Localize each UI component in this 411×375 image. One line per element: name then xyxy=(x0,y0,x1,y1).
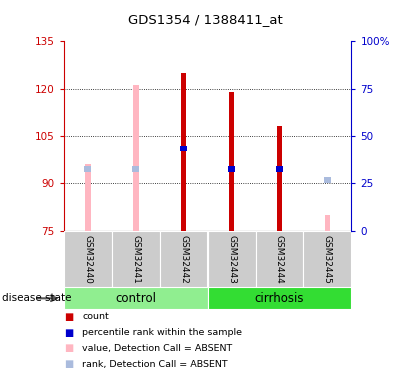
Text: rank, Detection Call = ABSENT: rank, Detection Call = ABSENT xyxy=(82,360,228,369)
Bar xyxy=(228,166,235,172)
Bar xyxy=(180,146,187,152)
Text: GSM32440: GSM32440 xyxy=(83,235,92,284)
Bar xyxy=(256,231,303,287)
Bar xyxy=(303,231,351,287)
Bar xyxy=(85,164,90,231)
Text: ■: ■ xyxy=(64,344,73,353)
Text: GSM32442: GSM32442 xyxy=(179,235,188,284)
Bar xyxy=(133,86,139,231)
Text: control: control xyxy=(115,292,156,304)
Text: GDS1354 / 1388411_at: GDS1354 / 1388411_at xyxy=(128,13,283,26)
Bar xyxy=(324,177,331,183)
Bar xyxy=(112,231,159,287)
Bar xyxy=(132,166,139,172)
Bar xyxy=(276,166,283,172)
Text: GSM32444: GSM32444 xyxy=(275,235,284,284)
Bar xyxy=(277,126,282,231)
Bar xyxy=(208,231,256,287)
Text: GSM32443: GSM32443 xyxy=(227,235,236,284)
Text: GSM32441: GSM32441 xyxy=(131,235,140,284)
Text: count: count xyxy=(82,312,109,321)
Text: ■: ■ xyxy=(64,312,73,322)
Text: percentile rank within the sample: percentile rank within the sample xyxy=(82,328,242,337)
Bar xyxy=(159,231,208,287)
Text: disease state: disease state xyxy=(2,293,72,303)
Text: cirrhosis: cirrhosis xyxy=(255,292,304,304)
Text: GSM32445: GSM32445 xyxy=(323,235,332,284)
Bar xyxy=(208,287,351,309)
Bar xyxy=(229,92,234,231)
Text: ■: ■ xyxy=(64,359,73,369)
Bar xyxy=(325,215,330,231)
Text: value, Detection Call = ABSENT: value, Detection Call = ABSENT xyxy=(82,344,233,353)
Bar xyxy=(84,166,91,172)
Text: ■: ■ xyxy=(64,328,73,338)
Bar xyxy=(181,73,187,231)
Bar xyxy=(64,231,112,287)
Bar xyxy=(64,287,208,309)
